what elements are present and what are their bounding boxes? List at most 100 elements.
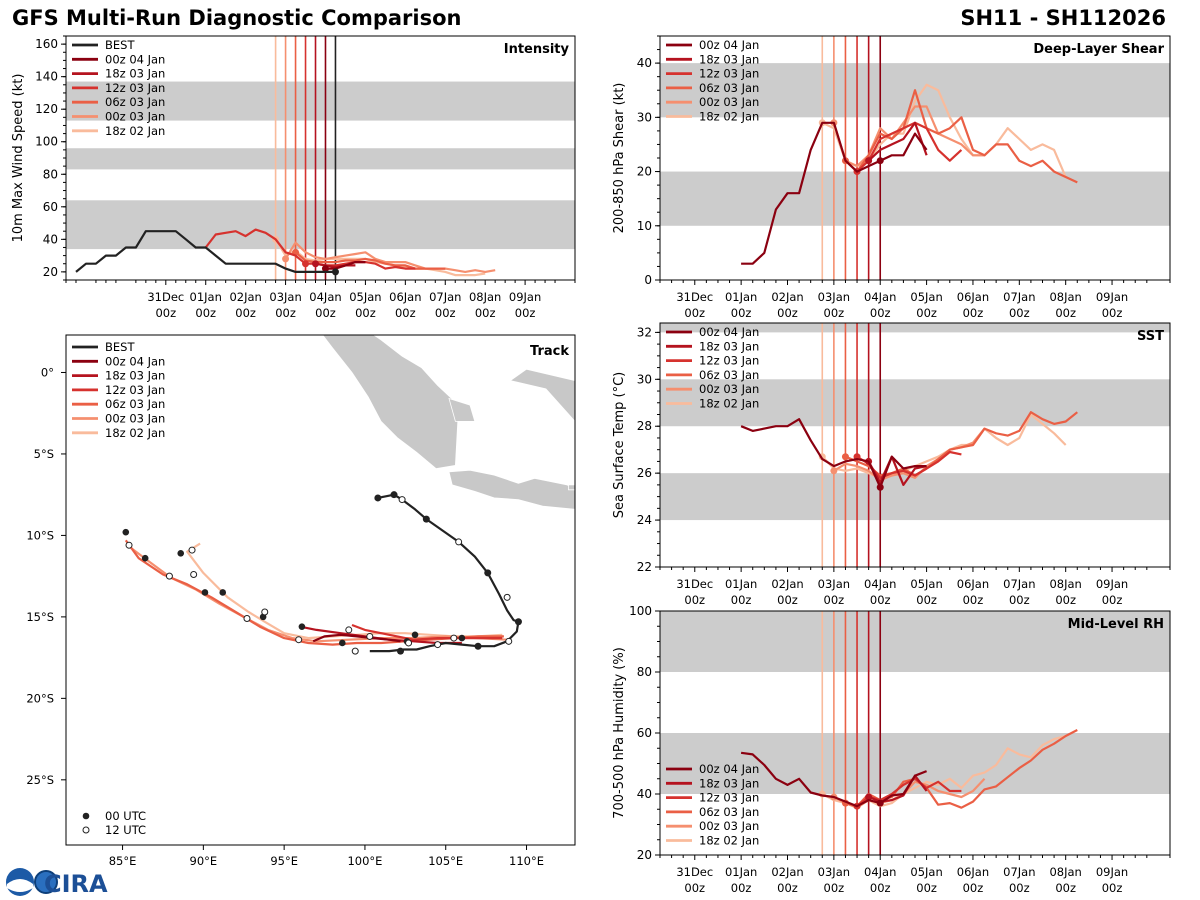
y-tick-label: 100: [629, 604, 652, 618]
land-bangka: [448, 397, 476, 422]
legend-label: 18z 03 Jan: [105, 67, 165, 81]
plot-area: [66, 36, 575, 280]
panel-rh: 20 40 60 80 100 31Dec 00z 01Jan 00z 02Jan 00z 03Jan…: [612, 604, 1171, 895]
page-title: GFS Multi-Run Diagnostic Comparison: [12, 6, 462, 30]
threshold-band: [66, 200, 575, 250]
x-tick-label: 06Jan: [389, 290, 421, 304]
x-tick-label: 00z: [824, 306, 845, 320]
x-tick-label: 02Jan: [229, 290, 261, 304]
threshold-band: [66, 148, 575, 170]
legend-label: 18z 02 Jan: [699, 834, 759, 848]
x-tick-label: 00z: [435, 306, 456, 320]
x-tick-label: 00z: [777, 306, 798, 320]
x-tick-label: 31Dec: [676, 290, 713, 304]
x-tick-label: 00z: [870, 593, 891, 607]
series-marker: [302, 260, 310, 268]
series-line: [867, 121, 928, 162]
legend-label: 00z 04 Jan: [699, 762, 759, 776]
storm-id: SH11 - SH112026: [960, 6, 1166, 30]
marker-legend-filled: [82, 812, 90, 820]
panel-track: 85°E 90°E 95°E 100°E 105°E 110°E 0° 5°S 10°S 15°S…: [26, 334, 576, 868]
x-tick-label: 00z: [1102, 593, 1123, 607]
x-tick-label: 03Jan: [818, 577, 850, 591]
series-marker: [312, 260, 320, 268]
x-tick-label: 00z: [1009, 881, 1030, 895]
x-tick-label: 06Jan: [957, 290, 989, 304]
legend-label: 12z 03 Jan: [699, 67, 759, 81]
y-tick-label: 30: [637, 372, 652, 386]
y-tick-label: 80: [637, 665, 652, 679]
track-marker-12utc: [434, 641, 442, 649]
legend-label: 18z 02 Jan: [699, 110, 759, 124]
x-tick-label: 09Jan: [1096, 865, 1128, 879]
x-tick-label: 05Jan: [910, 865, 942, 879]
y-axis-label: 700-500 hPa Humidity (%): [612, 647, 627, 819]
track-marker-00utc: [219, 589, 227, 596]
track-marker-12utc: [190, 571, 198, 579]
y-axis-label: 10m Max Wind Speed (kt): [11, 74, 26, 243]
x-tick-label: 00z: [275, 306, 296, 320]
land-borneo-tip: [509, 368, 575, 423]
land-madura: [568, 484, 575, 491]
x-tick-label: 01Jan: [725, 290, 757, 304]
x-tick-label: 00z: [1055, 306, 1076, 320]
legend-label: 00z 03 Jan: [699, 819, 759, 833]
x-tick-label: 00z: [684, 593, 705, 607]
legend-label: 18z 03 Jan: [105, 369, 165, 383]
track-marker-00utc: [298, 623, 306, 630]
legend-label: 06z 03 Jan: [105, 95, 165, 109]
x-tick-label: 04Jan: [864, 865, 896, 879]
land-sumatra: [322, 335, 460, 470]
x-tick-label: 09Jan: [1096, 577, 1128, 591]
legend-label: 12z 03 Jan: [699, 791, 759, 805]
x-tick-label: 00z: [1009, 306, 1030, 320]
x-tick-label: 00z: [475, 306, 496, 320]
track-marker-00utc: [122, 528, 130, 536]
y-tick-label: 22: [637, 560, 652, 574]
x-tick-label: 01Jan: [725, 577, 757, 591]
x-tick-label: 03Jan: [818, 865, 850, 879]
y-tick-label: 0: [644, 273, 652, 287]
legend-label: 18z 03 Jan: [699, 339, 759, 353]
series-marker: [331, 268, 339, 276]
track-marker-12utc: [188, 546, 196, 554]
x-tick-label: 00z: [1102, 881, 1123, 895]
x-tick-label: 00z: [777, 593, 798, 607]
x-tick-label: 05Jan: [910, 290, 942, 304]
x-tick-label: 00z: [355, 306, 376, 320]
x-tick-label: 00z: [731, 593, 752, 607]
x-tick-label: 00z: [870, 881, 891, 895]
series-marker: [865, 793, 873, 801]
axes-frame: [65, 334, 576, 846]
plot-area: [660, 611, 1170, 855]
marker-legend-open: [82, 826, 90, 834]
y-tick-label: 20: [637, 848, 652, 862]
y-tick-label: 100: [35, 135, 58, 149]
track-marker-12utc: [165, 572, 173, 580]
x-tick-label: 09Jan: [1096, 290, 1128, 304]
x-tick-label: 00z: [195, 306, 216, 320]
x-tick-label: 31Dec: [147, 290, 184, 304]
plot-area: [660, 323, 1170, 567]
series-line: [740, 751, 928, 808]
track-line: [186, 542, 503, 640]
x-tick-label: 03Jan: [818, 290, 850, 304]
legend-label: 06z 03 Jan: [699, 81, 759, 95]
lat-tick-label: 15°S: [26, 610, 54, 624]
x-tick-label: 00z: [824, 881, 845, 895]
y-axis-label: Sea Surface Temp (°C): [612, 372, 627, 519]
series-line: [75, 230, 336, 273]
x-tick-label: 00z: [916, 306, 937, 320]
best-marker-00utc: [474, 642, 482, 650]
y-tick-label: 60: [637, 726, 652, 740]
track-marker-00utc: [339, 639, 346, 647]
legend-label: 06z 03 Jan: [105, 397, 165, 411]
x-tick-label: 05Jan: [910, 577, 942, 591]
track-marker-12utc: [295, 636, 303, 644]
panel-shear: 0 10 20 30 40 31Dec 00z 01Jan 00z 02Jan 00z 03Jan 00…: [612, 35, 1171, 320]
